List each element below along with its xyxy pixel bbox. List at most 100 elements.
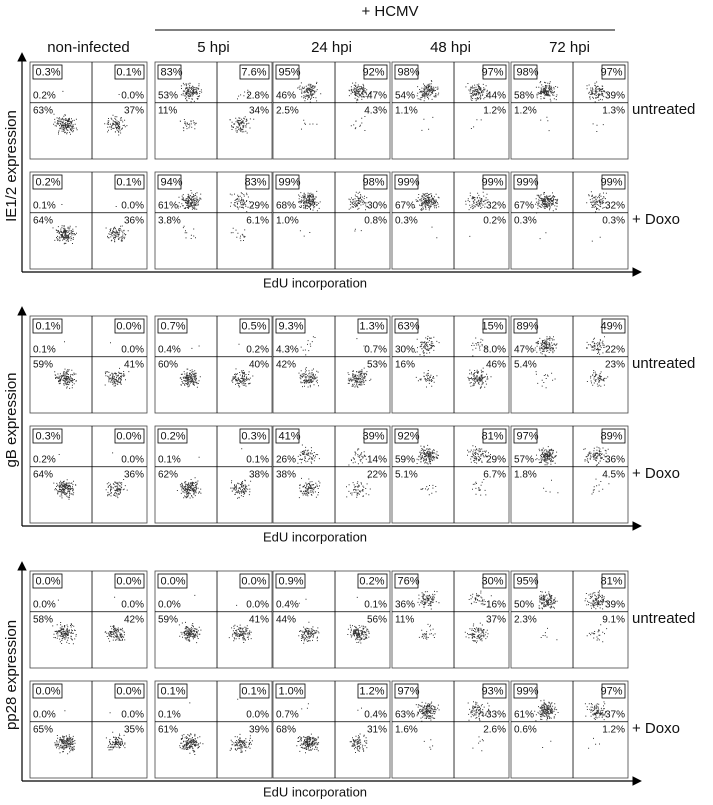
- box-label: 0.9%: [279, 575, 304, 587]
- quadrant-label: 4.3%: [276, 344, 299, 355]
- box-label: 83%: [244, 176, 266, 188]
- quadrant-label: 0.4%: [158, 344, 181, 355]
- quadrant-label: 33%: [486, 709, 506, 720]
- box: [394, 174, 419, 190]
- quadrant-label: 44%: [486, 90, 506, 101]
- box: [32, 428, 63, 444]
- box: [357, 318, 388, 334]
- quadrant-label: 36%: [605, 454, 625, 465]
- box-label: 95%: [517, 575, 539, 587]
- quadrant-label: 31%: [367, 724, 387, 735]
- quadrant-label: 68%: [276, 200, 296, 211]
- box: [394, 573, 419, 589]
- facs-panel: 0.3% 0.1% 0.2% 0.0% 63% 37%: [29, 61, 148, 160]
- box: [601, 428, 626, 444]
- box: [513, 64, 538, 80]
- box: [239, 318, 270, 334]
- box: [239, 64, 270, 80]
- quadrant-label: 1.2%: [514, 105, 537, 116]
- quadrant-label: 8.0%: [483, 344, 506, 355]
- quadrant-label: 0.4%: [364, 709, 387, 720]
- quadrant-label: 0.0%: [121, 709, 144, 720]
- quadrant-label: 0.0%: [121, 200, 144, 211]
- quadrant-label: 16%: [486, 599, 506, 610]
- quadrant-label: 6.1%: [246, 215, 269, 226]
- quadrant-label: 36%: [395, 599, 415, 610]
- quadrant-label: 65%: [33, 724, 53, 735]
- quadrant-label: 2.3%: [514, 614, 537, 625]
- box-label: 99%: [481, 176, 503, 188]
- quadrant-label: 1.2%: [483, 105, 506, 116]
- box: [363, 174, 388, 190]
- box-label: 98%: [398, 66, 420, 78]
- facs-panel: 0.9% 0.2% 0.4% 0.1% 44% 56%: [272, 570, 391, 669]
- box-label: 98%: [362, 176, 384, 188]
- quadrant-label: 1.8%: [514, 469, 537, 480]
- box: [482, 573, 507, 589]
- box-label: 94%: [161, 176, 183, 188]
- box-label: 15%: [481, 320, 503, 332]
- box: [513, 683, 538, 699]
- quadrant-label: 58%: [33, 614, 53, 625]
- quadrant-label: 3.8%: [158, 215, 181, 226]
- box: [114, 428, 145, 444]
- facs-panel: 94% 83% 61% 29% 3.8% 6.1%: [154, 171, 273, 270]
- quadrant-label: 0.0%: [33, 599, 56, 610]
- column-header: 72 hpi: [549, 39, 590, 56]
- box: [239, 573, 270, 589]
- quadrant-label: 54%: [395, 90, 415, 101]
- events: [176, 448, 252, 499]
- box-label: 83%: [161, 66, 183, 78]
- facs-panel: 99% 99% 67% 32% 0.3% 0.2%: [391, 171, 510, 270]
- row-label: + Doxo: [632, 211, 680, 228]
- quadrant-label: 23%: [605, 359, 625, 370]
- facs-panel: 0.2% 0.3% 0.1% 0.1% 62% 38%: [154, 425, 273, 524]
- box: [32, 573, 63, 589]
- quadrant-label: 11%: [158, 105, 177, 116]
- quadrant-label: 39%: [605, 599, 625, 610]
- facs-panel: 99% 99% 67% 32% 0.3% 0.3%: [510, 171, 629, 270]
- facs-panel: 1.0% 1.2% 0.7% 0.4% 68% 31%: [272, 680, 391, 779]
- events: [297, 81, 372, 131]
- quadrant-label: 39%: [605, 90, 625, 101]
- facs-panel: 97% 93% 63% 33% 1.6% 2.6%: [391, 680, 510, 779]
- quadrant-label: 32%: [605, 200, 625, 211]
- facs-panel: 97% 89% 57% 36% 1.8% 4.5%: [510, 425, 629, 524]
- quadrant-label: 5.4%: [514, 359, 537, 370]
- box-label: 0.7%: [161, 320, 186, 332]
- facs-panel: 0.0% 0.0% 0.0% 0.0% 58% 42%: [29, 570, 148, 669]
- events: [416, 444, 491, 496]
- quadrant-label: 0.2%: [246, 344, 269, 355]
- events: [179, 343, 254, 388]
- quadrant-label: 29%: [486, 454, 506, 465]
- box-label: 0.0%: [116, 685, 141, 697]
- events: [416, 80, 488, 131]
- quadrant-label: 1.6%: [395, 724, 418, 735]
- quadrant-label: 67%: [395, 200, 415, 211]
- events: [414, 191, 489, 239]
- facs-panel: 92% 81% 59% 29% 5.1% 6.7%: [391, 425, 510, 524]
- quadrant-label: 2.5%: [276, 105, 299, 116]
- box: [482, 174, 507, 190]
- quadrant-label: 1.3%: [602, 105, 625, 116]
- facs-panel: 9.3% 1.3% 4.3% 0.7% 42% 53%: [272, 315, 391, 414]
- quadrant-label: 61%: [158, 200, 178, 211]
- box-label: 99%: [279, 176, 301, 188]
- quadrant-label: 61%: [158, 724, 178, 735]
- quadrant-label: 67%: [514, 200, 534, 211]
- box-label: 0.0%: [161, 575, 186, 587]
- box: [275, 428, 300, 444]
- facs-panel: 99% 98% 68% 30% 1.0% 0.8%: [272, 171, 391, 270]
- quadrant-label: 41%: [124, 359, 144, 370]
- facs-panel: 63% 15% 30% 8.0% 16% 46%: [391, 315, 510, 414]
- quadrant-label: 29%: [249, 200, 269, 211]
- facs-panel: 0.0% 0.0% 0.0% 0.0% 65% 35%: [29, 680, 148, 779]
- box: [363, 64, 388, 80]
- quadrant-label: 53%: [367, 359, 387, 370]
- quadrant-label: 62%: [158, 469, 178, 480]
- box-label: 63%: [398, 320, 420, 332]
- box-label: 0.1%: [116, 66, 141, 78]
- quadrant-label: 1.2%: [602, 724, 625, 735]
- quadrant-label: 0.2%: [33, 90, 56, 101]
- quadrant-label: 59%: [33, 359, 53, 370]
